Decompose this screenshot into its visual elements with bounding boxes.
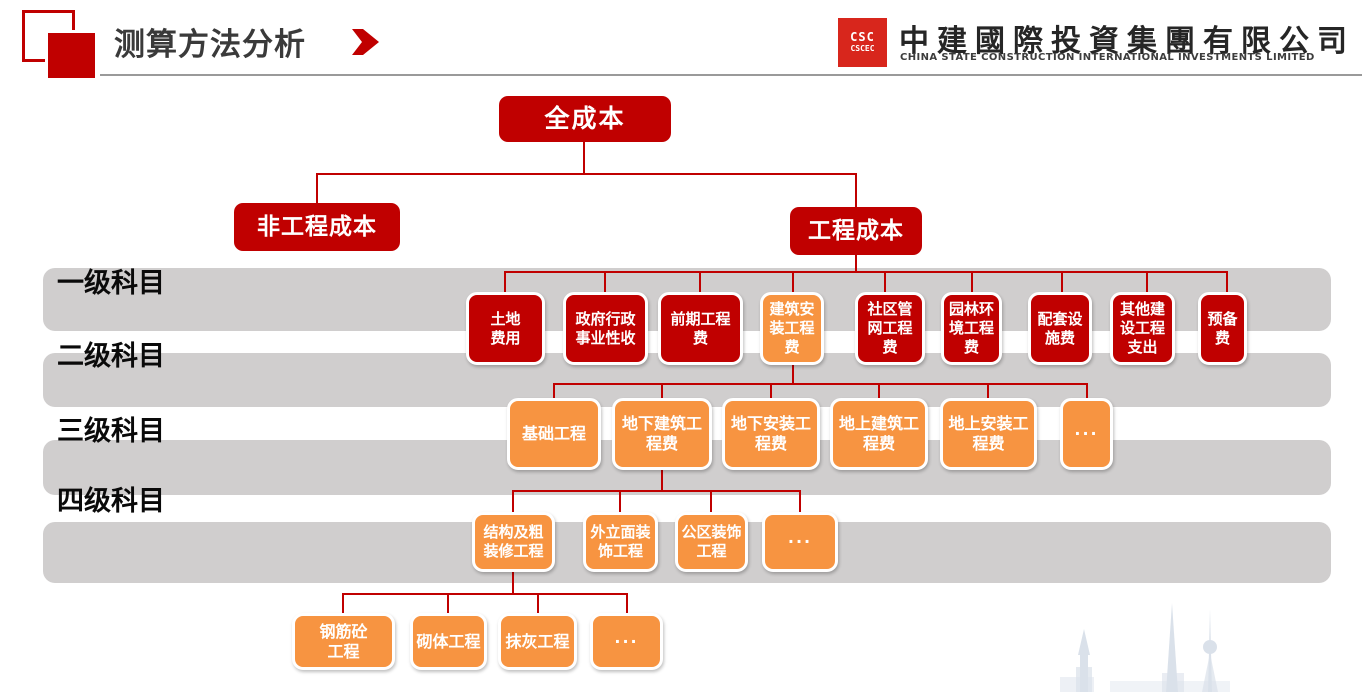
connector-segment [799, 490, 801, 513]
node-supporting-facilities-fee: 配套设 施费 [1028, 292, 1092, 365]
connector-segment [855, 173, 857, 208]
node-rebar-concrete-works: 钢筋砼 工程 [292, 613, 395, 670]
node-preliminary-works-fee: 前期工程 费 [658, 292, 743, 365]
node-public-area-decoration-works: 公区装饰 工程 [675, 512, 748, 572]
label-level-4: 四级科目 [57, 486, 165, 517]
connector-segment [553, 383, 1088, 385]
label-level-3: 三级科目 [57, 416, 165, 447]
connector-segment [619, 490, 621, 513]
connector-segment [504, 271, 1228, 273]
logo-mark-top: CSC [850, 29, 875, 44]
node-above-ground-installation-fee: 地上安装工 程费 [940, 398, 1037, 470]
connector-segment [987, 383, 989, 399]
connector-segment [626, 593, 628, 614]
node-government-admin-fees: 政府行政 事业性收 [563, 292, 648, 365]
connector-segment [661, 469, 663, 490]
connector-segment [661, 383, 663, 399]
connector-segment [316, 173, 318, 204]
connector-segment [699, 271, 701, 293]
connector-segment [537, 593, 539, 614]
node-facade-decoration-works: 外立面装 饰工程 [583, 512, 658, 572]
connector-segment [878, 383, 880, 399]
node-other-construction-expenditure: 其他建 设工程 支出 [1110, 292, 1175, 365]
company-name-chinese: 中建國際投資集團有限公司 [899, 24, 1355, 59]
label-level-2: 二级科目 [57, 341, 165, 372]
node-structure-rough-decoration-works: 结构及粗 装修工程 [472, 512, 555, 572]
connector-segment [971, 271, 973, 293]
connector-segment [792, 271, 794, 293]
node-underground-installation-fee: 地下安装工 程费 [722, 398, 820, 470]
chevron-right-icon [352, 29, 379, 59]
connector-segment [504, 271, 506, 293]
node-land-cost: 土地 费用 [466, 292, 545, 365]
node-ellipsis-level-3: ··· [1060, 398, 1113, 470]
connector-segment [770, 383, 772, 399]
header-divider [100, 74, 1362, 76]
node-non-engineering-cost: 非工程成本 [234, 203, 400, 251]
node-foundation-works: 基础工程 [507, 398, 601, 470]
node-construction-installation-fee: 建筑安 装工程 费 [760, 292, 824, 365]
node-reserve-fee: 预备 费 [1198, 292, 1247, 365]
connector-segment [710, 490, 712, 513]
connector-segment [1226, 271, 1228, 293]
logo-mark-bottom: CSCEC [850, 43, 875, 53]
node-engineering-cost: 工程成本 [790, 207, 922, 255]
connector-segment [855, 254, 857, 272]
node-underground-construction-fee: 地下建筑工 程费 [612, 398, 712, 470]
node-total-cost: 全成本 [499, 96, 671, 142]
connector-segment [342, 593, 628, 595]
node-ellipsis-level-5: ··· [590, 613, 663, 670]
label-level-1: 一级科目 [57, 268, 165, 299]
connector-segment [1061, 271, 1063, 293]
company-logo-icon: CSC CSCEC [838, 18, 887, 67]
connector-segment [512, 571, 514, 593]
company-name-english: CHINA STATE CONSTRUCTION INTERNATIONAL I… [900, 52, 1315, 63]
node-above-ground-construction-fee: 地上建筑工 程费 [830, 398, 928, 470]
connector-segment [1086, 383, 1088, 399]
connector-segment [583, 142, 585, 173]
connector-segment [792, 364, 794, 384]
connector-segment [1146, 271, 1148, 293]
node-masonry-works: 砌体工程 [410, 613, 487, 670]
connector-segment [512, 490, 801, 492]
connector-segment [604, 271, 606, 293]
connector-segment [342, 593, 344, 614]
connector-segment [884, 271, 886, 293]
connector-segment [316, 173, 857, 175]
skyline-watermark-image [1050, 595, 1280, 692]
node-community-pipe-network-fee: 社区管 网工程 费 [855, 292, 925, 365]
connector-segment [447, 593, 449, 614]
node-ellipsis-level-4: ··· [762, 512, 838, 572]
node-landscape-environment-fee: 园林环 境工程 费 [941, 292, 1002, 365]
connector-segment [553, 383, 555, 399]
node-plastering-works: 抹灰工程 [498, 613, 577, 670]
title-square-filled-decoration [45, 30, 98, 81]
connector-segment [512, 490, 514, 513]
page-title: 测算方法分析 [114, 27, 306, 63]
